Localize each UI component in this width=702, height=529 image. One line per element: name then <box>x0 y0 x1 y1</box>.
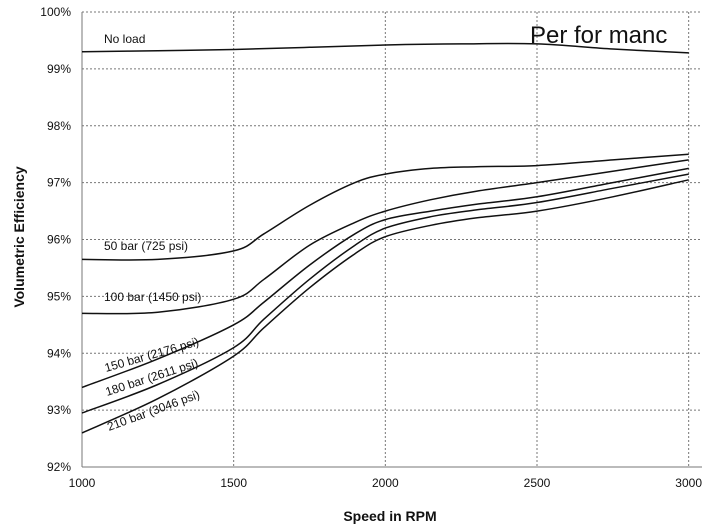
series-line <box>81 159 689 315</box>
series-line <box>81 153 689 261</box>
x-tick-label: 2500 <box>524 476 551 490</box>
x-tick-label: 2000 <box>372 476 399 490</box>
y-tick-label: 93% <box>47 403 71 417</box>
y-tick-label: 98% <box>47 119 71 133</box>
series-line <box>81 42 689 54</box>
y-tick-labels: 92% 93% 94% 95% 96% 97% 98% 99% 100% <box>40 5 71 474</box>
series-label: 50 bar (725 psi) <box>104 239 188 253</box>
series-lines <box>81 42 689 434</box>
y-tick-label: 96% <box>47 233 71 247</box>
series-label: No load <box>104 32 145 46</box>
x-tick-labels: 1000 1500 2000 2500 3000 <box>69 476 702 490</box>
x-tick-label: 3000 <box>675 476 702 490</box>
y-tick-label: 95% <box>47 289 71 303</box>
x-tick-label: 1000 <box>69 476 96 490</box>
x-axis-title: Speed in RPM <box>343 508 436 524</box>
y-tick-label: 99% <box>47 62 71 76</box>
grid <box>81 11 702 468</box>
overlay-text: Per for manc <box>530 22 667 49</box>
y-axis-title: Volumetric Efficiency <box>11 166 27 308</box>
series-line <box>81 173 689 414</box>
y-tick-label: 92% <box>47 460 71 474</box>
x-tick-label: 1500 <box>220 476 247 490</box>
series-label: 100 bar (1450 psi) <box>104 290 201 304</box>
y-tick-label: 97% <box>47 176 71 190</box>
series-line <box>81 179 689 434</box>
y-tick-label: 94% <box>47 346 71 360</box>
series-line <box>81 167 689 389</box>
y-tick-label: 100% <box>40 5 71 19</box>
